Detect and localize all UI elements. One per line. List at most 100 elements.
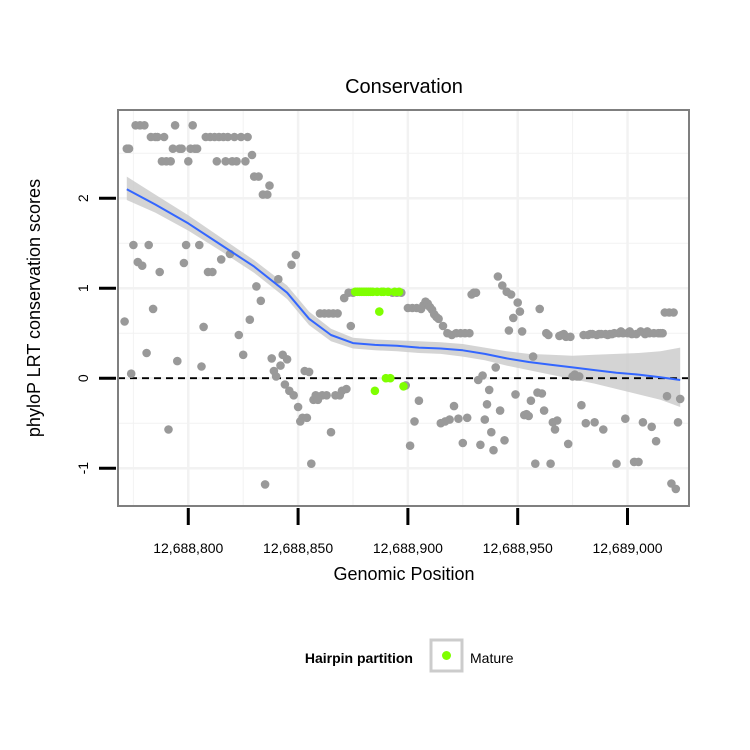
data-point	[509, 313, 518, 323]
data-point	[574, 372, 584, 381]
data-point	[465, 328, 474, 338]
data-point	[651, 436, 661, 446]
data-point	[247, 150, 257, 160]
data-point	[232, 157, 241, 166]
data-point	[326, 427, 336, 437]
data-point	[478, 371, 487, 380]
legend-entry-mature: Mature	[470, 650, 514, 666]
data-point	[480, 415, 490, 424]
confidence-band	[126, 176, 681, 407]
data-point	[489, 445, 498, 455]
data-point	[140, 121, 149, 130]
x-tick-label: 12,688,950	[483, 540, 553, 556]
y-tick-label: 2	[75, 194, 91, 202]
data-point	[581, 418, 591, 428]
data-point	[263, 190, 272, 199]
data-point	[528, 352, 538, 361]
data-point-mature	[386, 373, 395, 383]
data-point	[173, 356, 182, 366]
data-point	[166, 157, 175, 166]
smooth-curve	[126, 188, 681, 381]
data-point	[621, 414, 630, 424]
data-point	[566, 332, 575, 342]
x-tick-label: 12,688,800	[153, 540, 223, 556]
data-point	[537, 389, 547, 398]
plot-panel	[118, 110, 689, 506]
data-point	[254, 172, 263, 181]
data-point	[120, 317, 129, 326]
data-point	[293, 402, 303, 412]
data-point	[647, 422, 656, 432]
data-point	[482, 400, 492, 409]
data-point	[234, 330, 244, 340]
data-point	[265, 181, 274, 190]
data-point	[271, 372, 281, 381]
legend-mature-dot	[442, 651, 451, 660]
data-point	[454, 414, 463, 424]
confidence-band-area	[126, 176, 681, 407]
data-point	[267, 354, 277, 363]
data-point	[199, 322, 208, 332]
y-axis-label: phyloP LRT conservation scores	[24, 179, 44, 437]
data-point	[274, 274, 283, 284]
data-point	[170, 121, 180, 130]
data-point	[238, 350, 248, 360]
data-point	[526, 396, 536, 406]
y-tick-label: 0	[75, 374, 91, 382]
data-point	[662, 391, 672, 401]
data-point	[241, 157, 250, 166]
data-point	[252, 282, 261, 291]
data-point	[243, 132, 252, 142]
data-point	[658, 328, 667, 338]
data-point	[671, 484, 681, 494]
data-point	[168, 144, 178, 153]
data-point	[148, 304, 158, 314]
data-points	[120, 121, 685, 494]
data-point	[177, 144, 186, 153]
data-point	[563, 439, 573, 449]
data-point	[445, 415, 454, 424]
y-tick-label: -1	[75, 462, 91, 475]
data-point	[137, 261, 147, 271]
data-point	[208, 267, 217, 277]
data-point	[342, 384, 351, 394]
data-point	[506, 290, 516, 299]
data-point-mature	[394, 287, 404, 297]
data-point	[552, 416, 562, 425]
data-point	[590, 418, 599, 427]
data-point	[438, 321, 448, 331]
data-point	[179, 258, 189, 268]
y-tick-label: 1	[75, 284, 91, 292]
data-point	[546, 459, 555, 469]
data-point	[197, 362, 206, 371]
data-point	[302, 413, 312, 423]
smooth-curve-line	[126, 188, 681, 381]
data-point	[405, 441, 415, 451]
data-point	[221, 157, 230, 166]
data-point	[484, 385, 494, 395]
data-point	[164, 425, 173, 434]
y-axis: -1 0 1 2	[75, 194, 116, 474]
data-point	[544, 330, 553, 340]
data-point	[192, 144, 202, 153]
data-point	[414, 396, 424, 406]
data-point	[434, 314, 443, 324]
data-point	[638, 418, 648, 427]
data-point	[282, 355, 292, 364]
data-point	[322, 391, 331, 400]
x-tick-label: 12,688,850	[263, 540, 333, 556]
data-point	[181, 240, 191, 250]
data-point	[216, 255, 226, 264]
plot-border	[117, 109, 690, 507]
data-point	[493, 272, 503, 281]
data-point	[212, 157, 222, 166]
data-point	[184, 157, 193, 166]
data-point	[515, 307, 525, 316]
data-point	[504, 326, 514, 335]
data-point	[155, 267, 164, 277]
data-point	[410, 417, 419, 426]
data-point-mature	[370, 386, 380, 396]
data-point	[511, 390, 520, 399]
data-point	[500, 436, 509, 445]
